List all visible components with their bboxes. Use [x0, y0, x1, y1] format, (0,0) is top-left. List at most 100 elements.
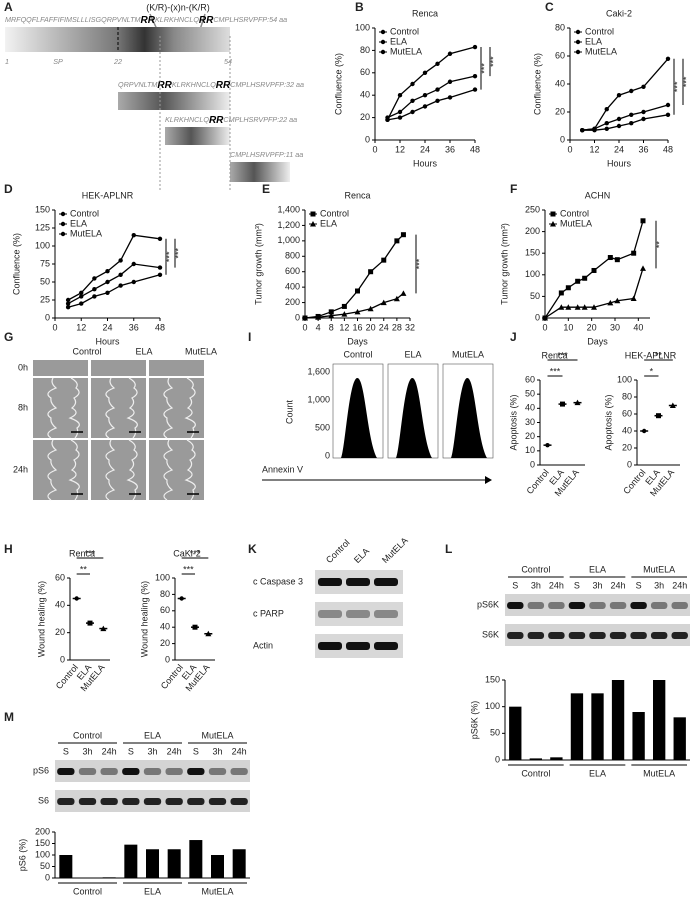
- lane-label: 24h: [232, 746, 247, 756]
- row-label: S6: [38, 795, 49, 805]
- data-point: [65, 301, 71, 306]
- sequence-part: KLRKHNCLQ: [155, 15, 199, 24]
- data-point: [616, 123, 622, 129]
- band: [143, 798, 162, 805]
- data-point: [157, 236, 163, 241]
- bar: [232, 849, 246, 878]
- data-point: [400, 232, 406, 238]
- data-point: [558, 290, 564, 296]
- sequence-label: 22: [113, 57, 122, 66]
- data-point: [157, 265, 163, 270]
- data-point: [205, 630, 212, 637]
- data-point: [614, 297, 621, 304]
- data-point: [355, 288, 360, 294]
- y-axis-label: pS6K (%): [469, 701, 479, 740]
- bar: [509, 706, 522, 760]
- y-tick-label: 20: [525, 431, 535, 441]
- data-point: [641, 116, 646, 122]
- y-tick-label: 40: [55, 600, 65, 610]
- group-label: MutELA: [643, 768, 675, 778]
- sequence-part: RR: [199, 15, 214, 26]
- band: [589, 632, 606, 639]
- band: [318, 610, 342, 618]
- legend-marker: [60, 211, 66, 217]
- data-point: [410, 109, 415, 115]
- y-axis-label: Tumor growth (mm³): [499, 223, 509, 305]
- data-point: [542, 315, 548, 321]
- lane-label: S: [636, 580, 642, 590]
- legend-label: Control: [320, 208, 349, 218]
- y-tick-label: 100: [35, 849, 50, 859]
- significance: ***: [557, 350, 568, 360]
- significance: ***: [479, 63, 489, 74]
- x-tick-label: 12: [339, 322, 349, 332]
- y-tick-label: 10: [525, 445, 535, 455]
- data-point: [447, 51, 453, 56]
- sequence-part: KLRKHNCLQ: [172, 80, 216, 89]
- legend-label: MutELA: [560, 218, 592, 228]
- panel-letter: J: [510, 330, 517, 344]
- y-tick-label: 50: [40, 276, 50, 286]
- chart-title: ACHN: [585, 190, 611, 200]
- x-tick-label: 36: [445, 144, 455, 154]
- y-tick-label: 20: [622, 442, 632, 452]
- data-point: [656, 413, 661, 419]
- legend-label: Control: [560, 208, 589, 218]
- histogram: [396, 377, 432, 458]
- y-tick-label: 100: [617, 374, 632, 384]
- band: [650, 632, 668, 639]
- wound-edge: [126, 439, 138, 501]
- x-tick-label: 0: [302, 322, 307, 332]
- x-tick-label: 4: [316, 322, 321, 332]
- x-axis-label: Hours: [413, 158, 438, 168]
- legend-marker: [380, 49, 386, 55]
- microscopy-image: [91, 440, 146, 500]
- sequence-part: RR: [209, 115, 224, 126]
- column-label: MutELA: [185, 346, 217, 356]
- data-point: [616, 93, 622, 98]
- row-label: pS6: [33, 765, 49, 775]
- data-point: [607, 255, 613, 261]
- band: [671, 632, 688, 639]
- legend-marker: [60, 221, 66, 227]
- microscopy-image: [33, 360, 88, 376]
- data-point: [385, 117, 390, 123]
- data-point: [105, 269, 110, 274]
- histogram: [451, 377, 487, 458]
- x-tick-label: 24: [614, 144, 624, 154]
- x-tick-label: 20: [366, 322, 376, 332]
- data-point: [400, 290, 407, 296]
- band: [318, 578, 342, 586]
- legend-label: ELA: [320, 218, 337, 228]
- tick-label: 1,600: [307, 366, 330, 376]
- x-tick-label: 0: [542, 322, 547, 332]
- sequence-length: :54 aa: [267, 15, 287, 24]
- microscopy-image: [149, 378, 204, 438]
- group-label: Control: [521, 768, 550, 778]
- data-point: [665, 56, 671, 61]
- y-tick-label: 100: [525, 269, 540, 279]
- data-point: [380, 299, 387, 306]
- lane-label: 24h: [102, 746, 117, 756]
- tick-label: 1,000: [307, 394, 330, 404]
- data-point: [560, 401, 565, 407]
- y-tick-label: 20: [160, 638, 170, 648]
- lane-label: 24h: [672, 580, 687, 590]
- chart-title: Caki-2: [606, 8, 632, 18]
- data-point: [105, 279, 110, 285]
- y-tick-label: 200: [285, 297, 300, 307]
- y-tick-label: 100: [355, 22, 370, 32]
- legend-label: Control: [585, 26, 614, 36]
- band: [671, 602, 688, 609]
- y-tick-label: 0: [365, 134, 370, 144]
- data-point: [640, 265, 646, 271]
- y-tick-label: 1,400: [277, 204, 300, 214]
- y-tick-label: 0: [495, 754, 500, 764]
- band: [589, 602, 606, 609]
- row-label: Actin: [253, 640, 273, 650]
- band: [78, 798, 97, 805]
- y-tick-label: 80: [622, 391, 632, 401]
- data-point: [394, 238, 400, 244]
- y-tick-label: 40: [622, 425, 632, 435]
